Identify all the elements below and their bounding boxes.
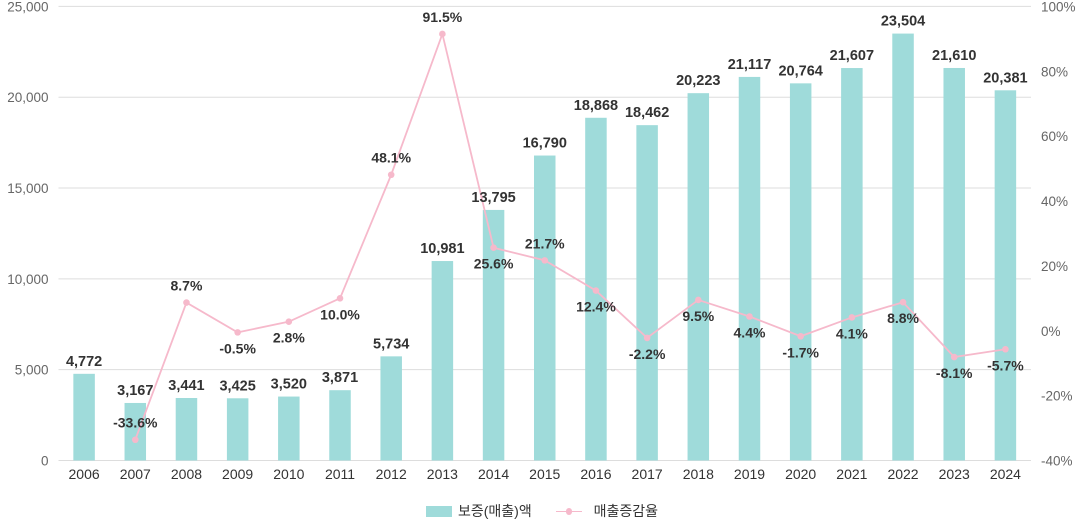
svg-text:2007: 2007 bbox=[120, 466, 151, 482]
svg-text:4.4%: 4.4% bbox=[734, 324, 766, 340]
svg-text:2020: 2020 bbox=[785, 466, 816, 482]
svg-text:4.1%: 4.1% bbox=[836, 325, 868, 341]
svg-text:25.6%: 25.6% bbox=[474, 256, 514, 272]
svg-text:10,981: 10,981 bbox=[420, 241, 464, 257]
svg-text:100%: 100% bbox=[1041, 0, 1076, 14]
svg-text:18,462: 18,462 bbox=[625, 105, 669, 121]
svg-text:91.5%: 91.5% bbox=[423, 9, 463, 25]
svg-text:2014: 2014 bbox=[478, 466, 509, 482]
svg-text:-2.2%: -2.2% bbox=[629, 346, 666, 362]
svg-text:10,000: 10,000 bbox=[7, 272, 48, 287]
svg-text:23,504: 23,504 bbox=[881, 14, 925, 30]
svg-text:21,610: 21,610 bbox=[932, 48, 976, 64]
svg-text:16,790: 16,790 bbox=[523, 136, 567, 152]
svg-text:48.1%: 48.1% bbox=[371, 150, 411, 166]
svg-text:12.4%: 12.4% bbox=[576, 299, 616, 315]
svg-text:3,441: 3,441 bbox=[168, 378, 204, 394]
svg-text:8.8%: 8.8% bbox=[887, 310, 919, 326]
svg-text:2024: 2024 bbox=[990, 466, 1021, 482]
svg-text:21,607: 21,607 bbox=[830, 48, 874, 64]
svg-text:20,381: 20,381 bbox=[983, 70, 1027, 86]
svg-text:21,117: 21,117 bbox=[728, 57, 772, 73]
svg-text:-8.1%: -8.1% bbox=[936, 365, 973, 381]
svg-text:3,167: 3,167 bbox=[117, 383, 153, 399]
svg-text:4,772: 4,772 bbox=[66, 354, 102, 370]
svg-text:-5.7%: -5.7% bbox=[987, 357, 1024, 373]
svg-text:2006: 2006 bbox=[69, 466, 100, 482]
svg-text:2019: 2019 bbox=[734, 466, 765, 482]
svg-text:20,000: 20,000 bbox=[7, 90, 48, 105]
svg-text:2013: 2013 bbox=[427, 466, 458, 482]
svg-text:2022: 2022 bbox=[887, 466, 918, 482]
svg-text:18,868: 18,868 bbox=[574, 98, 618, 114]
svg-text:2.8%: 2.8% bbox=[273, 330, 305, 346]
svg-text:80%: 80% bbox=[1041, 64, 1068, 79]
svg-text:2009: 2009 bbox=[222, 466, 253, 482]
svg-text:2015: 2015 bbox=[529, 466, 560, 482]
svg-text:5,734: 5,734 bbox=[373, 336, 409, 352]
svg-text:2010: 2010 bbox=[273, 466, 304, 482]
svg-text:20%: 20% bbox=[1041, 259, 1068, 274]
svg-text:2016: 2016 bbox=[580, 466, 611, 482]
svg-text:0: 0 bbox=[41, 454, 49, 469]
svg-text:13,795: 13,795 bbox=[471, 190, 515, 206]
svg-text:21.7%: 21.7% bbox=[525, 235, 565, 251]
svg-text:25,000: 25,000 bbox=[7, 0, 48, 14]
svg-text:10.0%: 10.0% bbox=[320, 306, 360, 322]
svg-text:20,764: 20,764 bbox=[778, 63, 822, 79]
svg-text:2021: 2021 bbox=[836, 466, 867, 482]
svg-text:2012: 2012 bbox=[376, 466, 407, 482]
svg-text:-20%: -20% bbox=[1041, 389, 1073, 404]
svg-text:8.7%: 8.7% bbox=[170, 278, 202, 294]
svg-text:2018: 2018 bbox=[683, 466, 714, 482]
svg-text:3,425: 3,425 bbox=[219, 378, 255, 394]
svg-text:5,000: 5,000 bbox=[15, 363, 49, 378]
svg-text:2008: 2008 bbox=[171, 466, 202, 482]
svg-text:-1.7%: -1.7% bbox=[782, 344, 819, 360]
svg-text:2023: 2023 bbox=[939, 466, 970, 482]
svg-text:-33.6%: -33.6% bbox=[113, 415, 158, 431]
svg-text:15,000: 15,000 bbox=[7, 181, 48, 196]
svg-text:0%: 0% bbox=[1041, 324, 1061, 339]
svg-text:3,520: 3,520 bbox=[271, 377, 307, 393]
svg-text:40%: 40% bbox=[1041, 194, 1068, 209]
svg-text:9.5%: 9.5% bbox=[682, 308, 714, 324]
svg-text:2011: 2011 bbox=[325, 466, 355, 482]
svg-text:3,871: 3,871 bbox=[322, 370, 358, 386]
svg-text:-0.5%: -0.5% bbox=[219, 340, 256, 356]
svg-text:20,223: 20,223 bbox=[676, 73, 720, 89]
svg-text:-40%: -40% bbox=[1041, 454, 1073, 469]
svg-text:2017: 2017 bbox=[632, 466, 663, 482]
svg-text:60%: 60% bbox=[1041, 129, 1068, 144]
